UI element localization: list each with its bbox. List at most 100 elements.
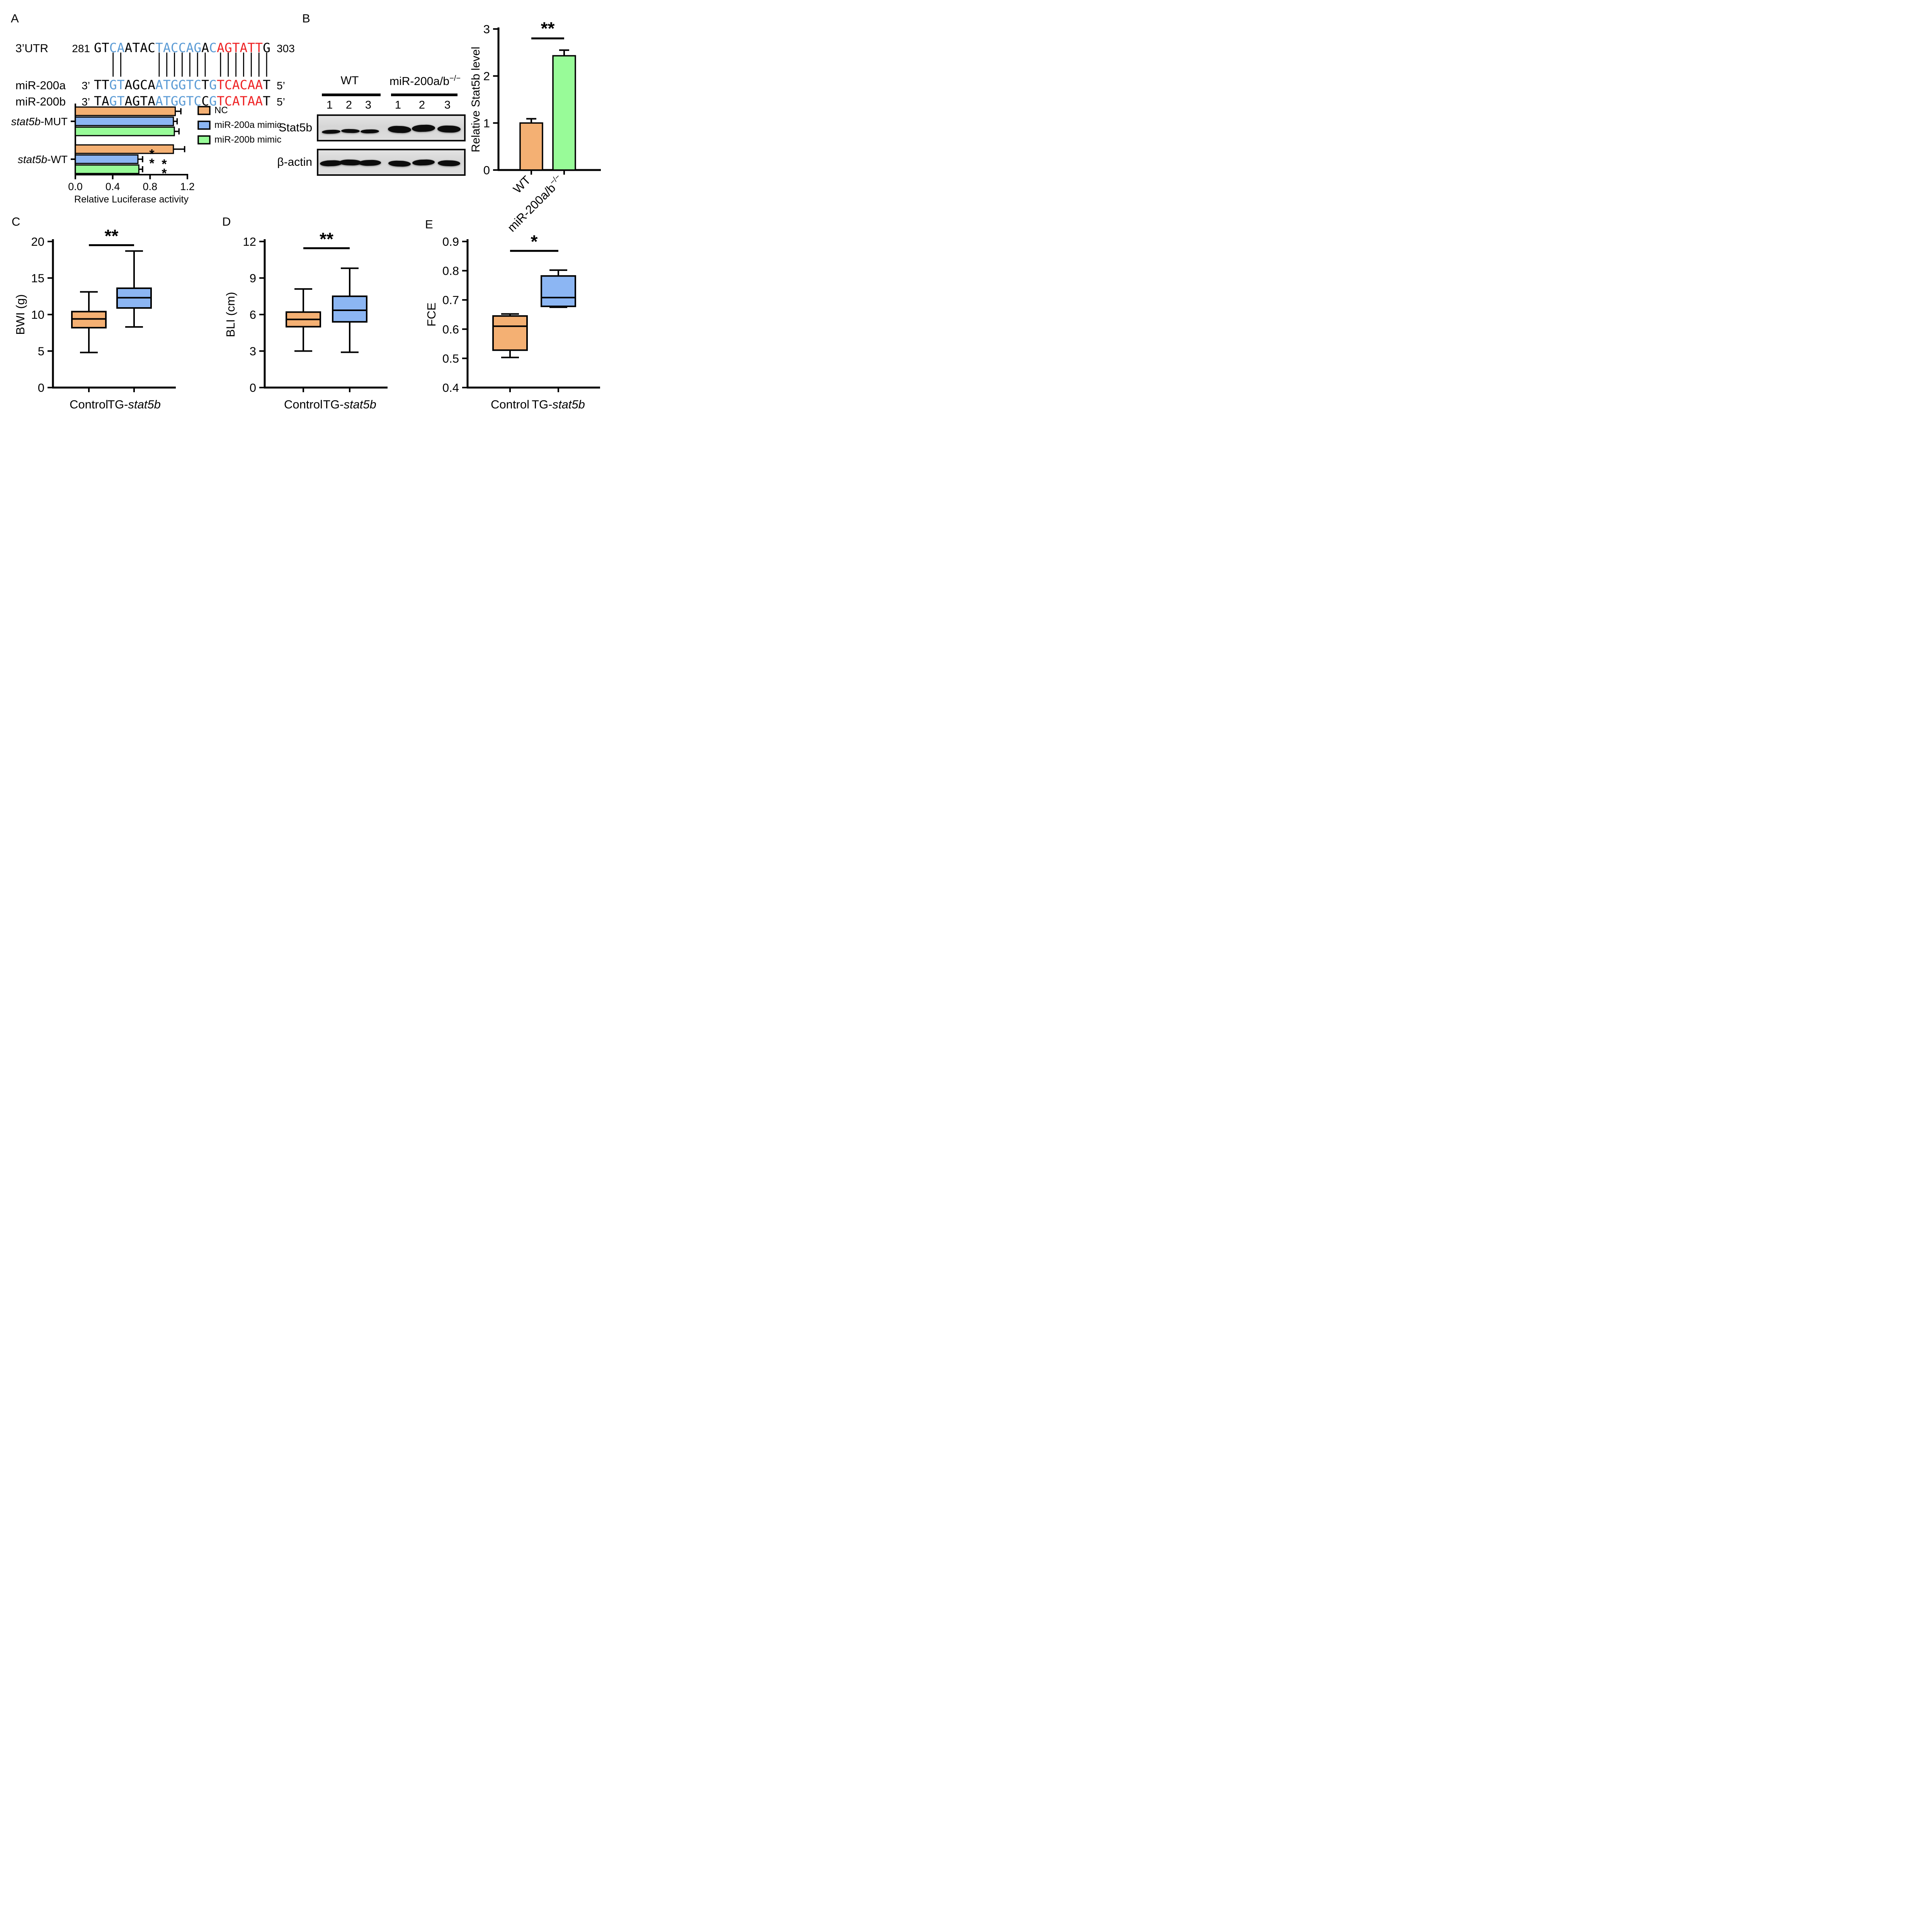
seq-seq: TAGTAGTAATGGTCCGTCATAAT <box>94 94 270 109</box>
y-axis-title: BWI (g) <box>14 294 27 335</box>
x-axis-title: Relative Luciferase activity <box>74 194 189 205</box>
legend-swatch <box>197 121 211 130</box>
x-category-label: Control <box>70 398 108 411</box>
protein-band <box>360 129 379 134</box>
seq-segment: ATAC <box>124 40 155 55</box>
seq-segment: TACCAG <box>155 40 202 55</box>
ko-overline <box>391 94 457 96</box>
protein-band <box>358 159 381 166</box>
y-axis-title: FCE <box>425 303 438 327</box>
seq-segment: T <box>263 77 271 92</box>
y-tick-label: 0.4 <box>442 381 459 395</box>
stat5b-level-chart: 0 1 2 3 Relative Stat5b level WT miR-200a/b−/−… <box>469 15 606 255</box>
seq-segment: AGCA <box>124 77 155 92</box>
seq-segment: CA <box>109 40 125 55</box>
significance-label: * <box>531 231 538 252</box>
protein-band <box>320 160 343 167</box>
y-tick-label: 20 <box>31 235 44 248</box>
sequence-row: miR-200b 3’ TAGTAGTAATGGTCCGTCATAAT 5’ <box>15 94 293 110</box>
protein-band <box>321 129 341 134</box>
y-tick-label: 15 <box>31 272 44 285</box>
y-tick-label: 0.9 <box>442 235 459 248</box>
bar <box>75 106 176 116</box>
lane-number: 3 <box>365 99 372 111</box>
y-tick-label: 10 <box>31 308 44 321</box>
sequence-row: || ||||||| ||||||| <box>15 48 293 77</box>
bar <box>75 126 175 136</box>
significance-asterisk: * <box>149 156 155 171</box>
seq-name: miR-200a <box>15 79 66 92</box>
seq-suffix: 5’ <box>277 80 285 92</box>
seq-segment: AGTA <box>124 94 155 109</box>
x-category-label: TG-stat5b <box>323 398 376 411</box>
lane-number: 1 <box>326 99 333 111</box>
sequence-row: 3’UTR 281 GTCAATACTACCAGACAGTATTG 303 <box>15 40 295 56</box>
seq-segment: A <box>201 40 209 55</box>
panel-e-label: E <box>425 218 433 231</box>
sequence-row: miR-200a 3’ TTGTAGCAATGGTCTGTCACAAT 5’ <box>15 77 293 94</box>
y-tick-label: 6 <box>250 308 256 321</box>
seq-name: 3’UTR <box>15 42 49 55</box>
seq-prefix: 3’ <box>82 96 90 108</box>
panel-c-label: C <box>12 215 20 228</box>
base-pairing-bars: || ||||||| ||||||| <box>94 48 270 77</box>
box <box>492 315 528 351</box>
significance-asterisk: * <box>162 157 167 172</box>
y-tick-label: 1 <box>483 116 490 130</box>
bar <box>75 116 174 126</box>
y-tick-label: 0 <box>250 381 256 395</box>
legend-label: miR-200a mimic <box>214 120 281 130</box>
seq-segment: G <box>209 94 217 109</box>
protein-band <box>388 125 412 134</box>
seq-segment: T <box>201 77 209 92</box>
protein-band <box>412 124 435 133</box>
seq-segment: GT <box>109 77 125 92</box>
seq-suffix: 303 <box>277 43 295 54</box>
blot-group-label-ko: miR-200a/b−/− <box>389 74 461 88</box>
sequence-alignment: 3’UTR 281 GTCAATACTACCAGACAGTATTG 303 || ||… <box>15 40 295 110</box>
blot-group-label-wt: WT <box>340 74 359 87</box>
x-category-label: WT <box>510 173 533 196</box>
beta-actin-blot-image <box>317 149 466 176</box>
significance-label: ** <box>320 229 333 249</box>
legend-label: miR-200b mimic <box>214 134 281 145</box>
seq-segment: AGTATT <box>216 40 263 55</box>
legend-label: NC <box>214 105 228 116</box>
x-tick-label: 0.0 <box>68 181 83 192</box>
bwi-chart: 0 5 10 15 20 BWI (g) Control TG-stat5b ** <box>10 218 203 420</box>
seq-segment: ATGGTC <box>155 94 202 109</box>
seq-segment: GT <box>94 40 109 55</box>
seq-segment: G <box>263 40 271 55</box>
panel-b-label: B <box>302 12 310 25</box>
seq-segment: ATGGTC <box>155 77 202 92</box>
protein-band <box>437 160 461 167</box>
seq-segment: TCACAA <box>216 77 263 92</box>
y-tick-label: 12 <box>243 235 256 248</box>
y-tick-label: 3 <box>483 22 490 36</box>
seq-segment: G <box>209 77 217 92</box>
y-tick-label: 0 <box>38 381 44 395</box>
stat5b-blot-label: Stat5b <box>279 121 312 134</box>
group-label: stat5b-MUT <box>11 116 68 128</box>
y-tick-label: 3 <box>250 345 256 358</box>
x-category-label: Control <box>284 398 323 411</box>
beta-actin-blot-label: β-actin <box>277 156 312 168</box>
seq-segment: GT <box>109 94 125 109</box>
x-category-label: TG-stat5b <box>107 398 161 411</box>
seq-suffix: 5’ <box>277 96 285 108</box>
y-tick-label: 0.5 <box>442 352 459 365</box>
y-axis-title: BLI (cm) <box>224 292 237 337</box>
seq-segment: TCATAA <box>216 94 263 109</box>
protein-band <box>412 159 435 166</box>
wt-overline <box>322 94 381 96</box>
y-tick-label: 9 <box>250 272 256 285</box>
lane-number: 1 <box>395 99 401 111</box>
legend-swatch <box>197 135 211 145</box>
significance-label: ** <box>541 18 555 38</box>
y-tick-label: 0 <box>483 163 490 177</box>
bar <box>75 154 139 164</box>
protein-band <box>341 129 360 133</box>
box <box>332 295 367 323</box>
group-label: stat5b-WT <box>18 153 68 165</box>
superscript: −/− <box>449 74 461 83</box>
